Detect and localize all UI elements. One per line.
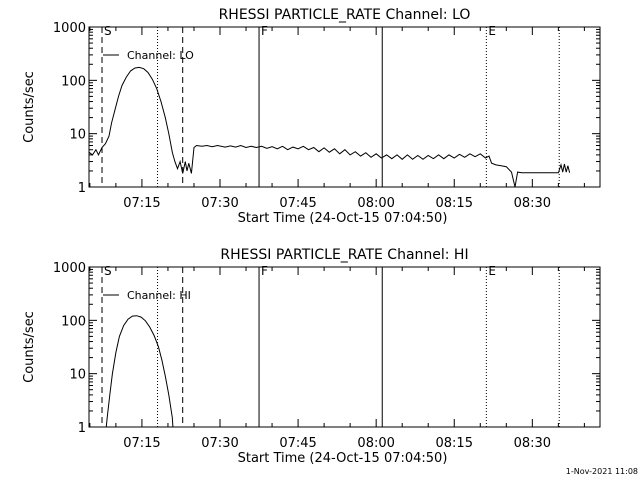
- x-axis-label: Start Time (24-Oct-15 07:04:50): [238, 211, 448, 226]
- chart-panel-1: RHESSI PARTICLE_RATE Channel: LO 1 10 100 10…: [22, 7, 601, 226]
- y-tick-label: 1: [78, 181, 86, 196]
- legend-label: Channel: HI: [127, 289, 191, 302]
- x-tick-label: 08:15: [436, 436, 473, 451]
- time-marker-label: S: [104, 264, 112, 278]
- time-marker-label: S: [104, 24, 112, 38]
- x-tick-label: 07:30: [201, 196, 238, 211]
- x-tick-label: 08:15: [436, 196, 473, 211]
- x-tick-label: 08:30: [514, 196, 551, 211]
- y-tick-label: 100: [61, 314, 86, 329]
- chart-title: RHESSI PARTICLE_RATE Channel: HI: [220, 247, 468, 263]
- x-tick-label: 08:30: [514, 436, 551, 451]
- y-tick-label: 10: [69, 128, 86, 143]
- time-marker-label: E: [488, 24, 496, 38]
- time-marker-label: F: [261, 264, 268, 278]
- plot-frame: [88, 266, 601, 428]
- legend-label: Channel: LO: [127, 49, 194, 62]
- y-tick-label: 1000: [53, 21, 86, 36]
- x-tick-label: 07:30: [201, 436, 238, 451]
- chart-title: RHESSI PARTICLE_RATE Channel: LO: [219, 7, 471, 23]
- x-tick-label: 08:00: [357, 196, 394, 211]
- time-marker-label: F: [261, 24, 268, 38]
- x-tick-label: 07:15: [123, 196, 160, 211]
- series-line-1: [89, 66, 571, 187]
- y-axis-label: Counts/sec: [22, 71, 37, 143]
- y-tick-label: 1: [78, 421, 86, 436]
- y-tick-label: 10: [69, 368, 86, 383]
- x-tick-label: 07:45: [279, 196, 316, 211]
- x-tick-label: 07:15: [123, 436, 160, 451]
- y-axis-label: Counts/sec: [22, 311, 37, 383]
- footer-timestamp: 1-Nov-2021 11:08: [566, 467, 638, 476]
- series-line-1: [105, 315, 174, 427]
- x-tick-label: 07:45: [279, 436, 316, 451]
- time-marker-label: E: [488, 264, 496, 278]
- y-tick-label: 100: [61, 74, 86, 89]
- chart-panel-2: RHESSI PARTICLE_RATE Channel: HI 1 10 100 10…: [22, 247, 601, 466]
- y-tick-label: 1000: [53, 261, 86, 276]
- plot-frame: [88, 26, 601, 188]
- x-tick-label: 08:00: [357, 436, 394, 451]
- x-axis-label: Start Time (24-Oct-15 07:04:50): [238, 451, 448, 466]
